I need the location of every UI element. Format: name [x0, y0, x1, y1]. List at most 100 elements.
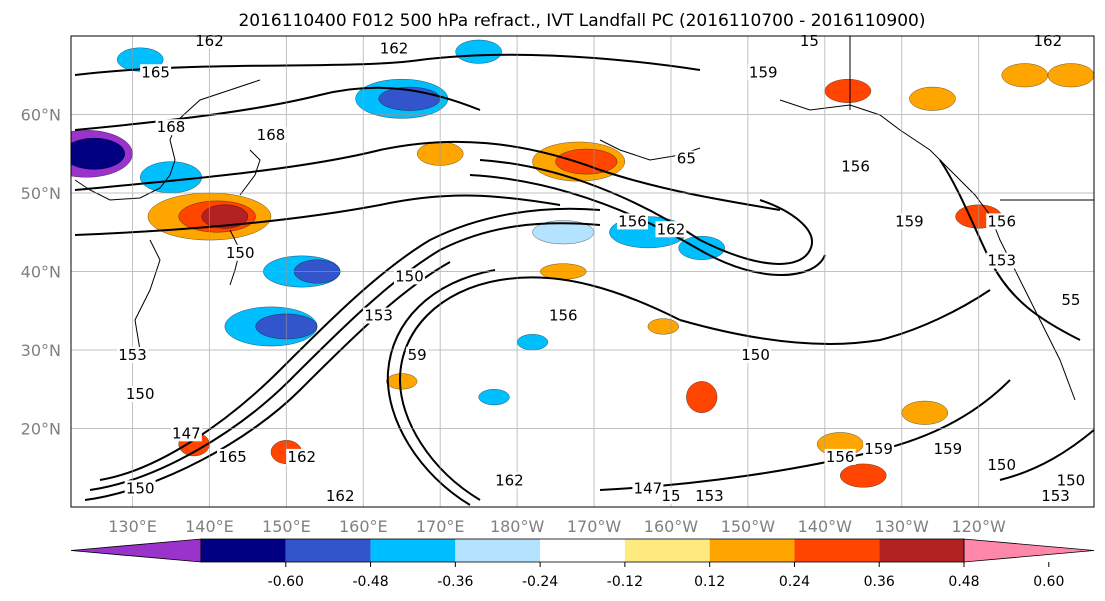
- contour-165: [74, 53, 701, 76]
- contour-label-bg: [798, 32, 821, 49]
- contour-label-bg: [840, 158, 872, 175]
- contour-label-bg: [932, 441, 964, 458]
- y-tick-label: 20°N: [21, 420, 61, 439]
- contour-label-bg: [493, 472, 525, 489]
- contour-label-bg: [406, 346, 429, 363]
- colorbar-tick-label: 0.36: [864, 574, 895, 590]
- colorbar-segment: [285, 539, 371, 562]
- colorbar-tick-label: 0.12: [694, 574, 725, 590]
- contour-label-bg: [324, 488, 356, 505]
- contour-label: 168: [257, 126, 286, 144]
- contour-label: 162: [326, 487, 355, 505]
- contour-label-bg: [986, 456, 1018, 473]
- contour-label: 156: [841, 157, 870, 175]
- contour-label: 153: [695, 487, 724, 505]
- contour-label: 162: [195, 32, 224, 50]
- kamchatka-coastline: [239, 149, 261, 196]
- contour-label: 165: [141, 63, 170, 81]
- contour-label-bg: [986, 213, 1018, 230]
- contour-label: 159: [864, 440, 893, 458]
- east-asia-coastline: [134, 239, 161, 351]
- colorbar-tick-label: -0.36: [437, 574, 473, 590]
- contour-label-bg: [255, 127, 287, 144]
- anomaly-region: [478, 389, 510, 406]
- contour-150-east: [679, 289, 991, 345]
- y-tick-label: 50°N: [21, 184, 61, 203]
- y-axis-ticks: 20°N 30°N 40°N 50°N 60°N: [21, 106, 61, 439]
- contour-label: 162: [1034, 32, 1063, 50]
- contour-label: 147: [634, 479, 663, 497]
- contour-label-bg: [863, 441, 895, 458]
- anomaly-region: [201, 204, 249, 229]
- colorbar-tick-label: -0.12: [607, 574, 643, 590]
- contour-label-bg: [740, 346, 772, 363]
- contour-label-bg: [117, 346, 149, 363]
- contour-label-bg: [363, 307, 395, 324]
- contour-147-south-2: [386, 269, 496, 506]
- contour-label-bg: [616, 213, 648, 230]
- colorbar-extend-low: [70, 538, 202, 563]
- colorbar-segment: [624, 539, 710, 562]
- contour-156-west: [74, 194, 561, 236]
- x-tick-label: 150°E: [262, 517, 311, 536]
- contour-label: 150: [226, 244, 255, 262]
- anomaly-region: [901, 400, 949, 425]
- contour-label: 162: [495, 471, 524, 489]
- contour-label: 15: [800, 32, 819, 50]
- contour-label-bg: [675, 150, 698, 167]
- anomaly-region: [140, 161, 202, 194]
- anomaly-region: [678, 236, 725, 260]
- colorbar-segment: [879, 539, 964, 562]
- contour-label-bg: [224, 244, 256, 261]
- colorbar-segment: [201, 539, 286, 562]
- anomaly-region: [1001, 63, 1048, 88]
- colorbar-segment: [455, 539, 541, 562]
- contour-label-bg: [747, 64, 779, 81]
- anomaly-region: [555, 148, 618, 175]
- colorbar-tick-label: 0.60: [1033, 574, 1064, 590]
- colorbar-frame: [200, 538, 965, 563]
- contour-label-bg: [124, 480, 156, 497]
- x-tick-label: 160°W: [644, 517, 699, 536]
- anomaly-region: [1047, 63, 1094, 88]
- chart-title: 2016110400 F012 500 hPa refract., IVT La…: [238, 11, 925, 31]
- contour-label: 59: [408, 346, 427, 364]
- colorbar-segment: [370, 539, 456, 562]
- north-america-coastline: [779, 99, 1076, 401]
- anomaly-region: [647, 318, 679, 335]
- contour-label-bg: [1055, 472, 1087, 489]
- colorbar-tick-label: -0.60: [268, 574, 304, 590]
- contour-label: 153: [118, 346, 147, 364]
- contour-label-bg: [1040, 488, 1072, 505]
- x-tick-label: 150°W: [721, 517, 776, 536]
- x-tick-label: 130°E: [108, 517, 157, 536]
- contour-label-bg: [547, 307, 579, 324]
- contour-label-bg: [193, 32, 225, 49]
- x-tick-label: 120°W: [951, 517, 1006, 536]
- contour-159-loop: [469, 174, 826, 276]
- contour-label-bg: [893, 213, 925, 230]
- contour-label: 162: [380, 40, 409, 58]
- contour-label-bg: [632, 480, 664, 497]
- contour-label: 156: [549, 307, 578, 325]
- anomaly-region: [686, 381, 718, 413]
- contour-label: 168: [157, 118, 186, 136]
- contour-label-bg: [1032, 32, 1064, 49]
- contour-label: 156: [618, 212, 647, 230]
- contour-label-bg: [124, 386, 156, 403]
- contour-label-bg: [986, 252, 1018, 269]
- x-axis-ticks: 130°E 140°E 150°E 160°E 170°E 180°W 170°W 160°W…: [108, 517, 1006, 536]
- anomaly-region: [824, 79, 872, 103]
- contour-label: 153: [987, 252, 1016, 270]
- y-tick-label: 60°N: [21, 106, 61, 125]
- contour-label-bg: [655, 221, 687, 238]
- contour-label: 153: [1041, 487, 1070, 505]
- contour-label: 65: [677, 150, 696, 168]
- gridline-layer: [71, 36, 1094, 507]
- contour-label-layer: 162 165 168 168 162 159 15 162 156 65 156 162 159 156…: [117, 32, 1087, 505]
- anomaly-region: [455, 39, 502, 64]
- x-tick-label: 170°W: [567, 517, 622, 536]
- contour-label-bg: [1059, 291, 1082, 308]
- contour-label: 150: [741, 346, 770, 364]
